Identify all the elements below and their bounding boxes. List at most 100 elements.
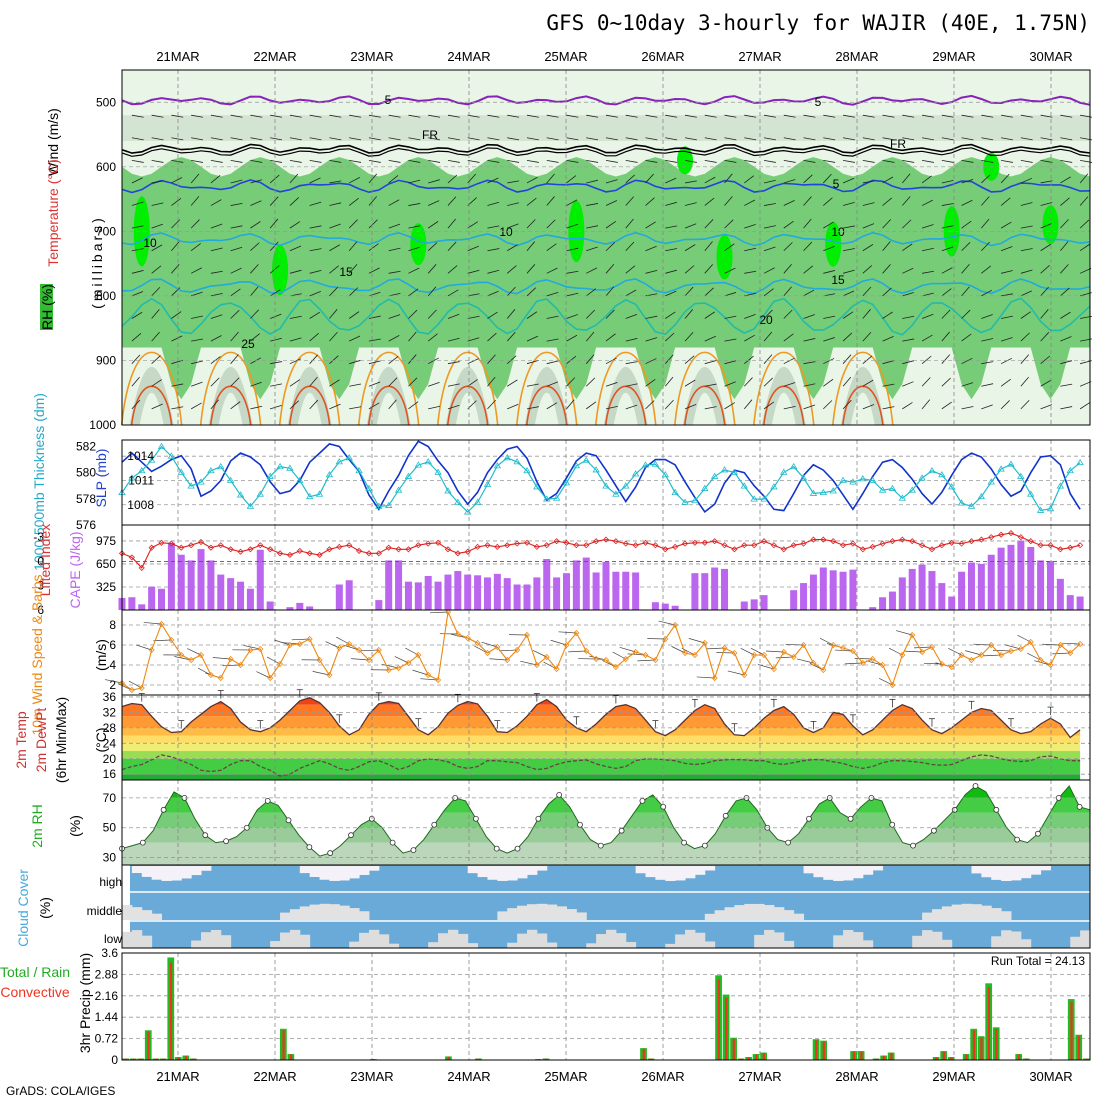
barb-209 — [408, 401, 419, 410]
precip-conv-bar-115 — [987, 987, 991, 1060]
ylabel-cloud-units: (%) — [37, 897, 53, 919]
slp-point-16 — [276, 462, 284, 470]
barb-196 — [408, 114, 421, 118]
barb-42 — [191, 114, 204, 118]
li-point-43 — [543, 542, 550, 549]
cloud-gap-72 — [586, 943, 597, 948]
cape-bar-86 — [967, 562, 975, 610]
barb-38 — [171, 335, 183, 342]
precip-conv-bar-82 — [740, 1058, 743, 1060]
precip-conv-bar-47 — [477, 1058, 480, 1060]
cloud-gap-90 — [704, 941, 716, 948]
barb-113 — [289, 137, 302, 141]
barb-294 — [546, 114, 559, 118]
wind-point-72 — [830, 641, 837, 649]
li-tick-2: 3 — [37, 579, 44, 593]
barb-173 — [368, 219, 378, 229]
date-top-9: 30MAR — [1029, 49, 1072, 64]
wind-point-52 — [632, 648, 639, 656]
li-point-47 — [583, 542, 590, 549]
p1-ytick-5: 1000 — [89, 418, 116, 432]
cloud-gap-114 — [862, 940, 874, 948]
date-top-5: 26MAR — [641, 49, 684, 64]
barb-88 — [250, 200, 262, 206]
barb-372 — [645, 293, 658, 297]
barb-3 — [131, 177, 143, 184]
barb-156 — [349, 159, 362, 163]
li-point-78 — [889, 538, 896, 545]
wind-barb-51 — [612, 651, 626, 660]
slp-point-29 — [404, 472, 413, 479]
barb-451 — [763, 179, 776, 184]
ylabel-millibars: (millibars) — [89, 215, 105, 309]
slp-point-75 — [859, 475, 867, 482]
barb-586 — [941, 377, 951, 387]
barb-129 — [309, 177, 321, 184]
precip-conv-bar-120 — [1025, 1058, 1028, 1060]
barb-23 — [151, 309, 160, 319]
cloud-gap-53 — [497, 866, 508, 881]
barb-24 — [151, 331, 160, 342]
ylabel-slp: SLP (mb) — [93, 449, 109, 508]
barb-30 — [171, 159, 184, 163]
wind-point-51 — [622, 655, 629, 663]
rh-point-56 — [701, 842, 708, 849]
cloud-gap-19 — [270, 941, 281, 948]
cape-tick-0: 325 — [96, 580, 116, 594]
barb-79 — [230, 309, 240, 319]
barb-240 — [467, 159, 480, 163]
barb-368 — [645, 197, 655, 206]
cloud-gap-43 — [378, 934, 390, 948]
barb-626 — [1000, 337, 1013, 342]
wind-point-2 — [138, 684, 145, 692]
barb-519 — [862, 137, 875, 141]
barb-641 — [1020, 354, 1030, 364]
barb-334 — [585, 377, 596, 387]
barb-144 — [329, 202, 342, 206]
barb-442 — [744, 292, 757, 297]
rh-point-76 — [910, 842, 916, 849]
barb-182 — [388, 114, 401, 118]
barb-47 — [190, 219, 200, 229]
cloud-gap-51 — [477, 866, 488, 878]
rh-point-26 — [389, 839, 396, 846]
li-point-76 — [869, 543, 876, 550]
bottom-date-axis: 21MAR 22MAR 23MAR 24MAR 25MAR 26MAR 27MAR 28MAR… — [156, 1069, 1072, 1084]
barb-381 — [665, 177, 677, 184]
barb-244 — [467, 245, 479, 252]
isotherm-30-3 — [367, 385, 410, 426]
barb-395 — [684, 180, 697, 184]
barb-557 — [902, 360, 915, 365]
precip-conv-bar-79 — [717, 979, 720, 1060]
barb-685 — [1079, 402, 1091, 410]
barb-241 — [467, 173, 477, 184]
cloud-panel — [121, 864, 1091, 949]
isotherm-25-7 — [673, 351, 736, 426]
barb-339 — [605, 179, 618, 184]
barb-121 — [289, 315, 302, 319]
barb-274 — [506, 286, 516, 297]
barb-342 — [605, 242, 615, 252]
barb-165 — [349, 359, 361, 365]
barb-678 — [1079, 243, 1091, 252]
wind-barb-4 — [143, 622, 162, 625]
rh-point-20 — [327, 850, 334, 856]
barb-366 — [645, 159, 658, 163]
barb-20 — [151, 244, 163, 252]
cape-bar-80 — [908, 568, 916, 610]
barb-199 — [408, 179, 421, 184]
temp-tick-4: 32 — [103, 705, 117, 719]
barb-618 — [1001, 159, 1013, 163]
rh-point-50 — [639, 797, 646, 804]
cape-bar-74 — [849, 569, 857, 610]
barb-625 — [1001, 315, 1013, 319]
barb-315 — [566, 270, 579, 274]
wind-barb-87 — [965, 650, 982, 656]
wind-point-28 — [395, 664, 402, 672]
barb-558 — [902, 381, 914, 387]
barb-340 — [605, 200, 618, 206]
barb-518 — [862, 114, 875, 118]
date-bottom-9: 30MAR — [1029, 1069, 1072, 1084]
